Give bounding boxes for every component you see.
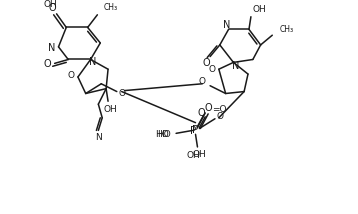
- Text: N: N: [223, 21, 230, 30]
- Text: OH: OH: [253, 5, 267, 14]
- Text: O: O: [216, 112, 223, 121]
- Text: =O: =O: [212, 105, 227, 114]
- Text: O: O: [68, 71, 74, 80]
- Text: O: O: [118, 89, 125, 98]
- Text: N: N: [89, 57, 96, 67]
- Text: OH: OH: [103, 105, 117, 114]
- Text: P: P: [190, 126, 197, 136]
- Text: P: P: [192, 125, 199, 135]
- Text: O: O: [43, 59, 50, 69]
- Text: HO: HO: [158, 130, 171, 139]
- Text: CH₃: CH₃: [280, 25, 294, 34]
- Text: OH: OH: [193, 150, 206, 159]
- Text: O: O: [49, 3, 57, 13]
- Text: O: O: [209, 65, 216, 74]
- Text: N: N: [48, 43, 55, 53]
- Text: O: O: [199, 77, 206, 86]
- Text: HO: HO: [156, 130, 169, 139]
- Text: OH: OH: [187, 151, 200, 160]
- Text: O: O: [202, 58, 210, 68]
- Text: CH₃: CH₃: [103, 3, 117, 12]
- Text: N: N: [95, 133, 102, 142]
- Text: O: O: [204, 103, 212, 113]
- Text: OH: OH: [44, 0, 58, 9]
- Text: N: N: [232, 61, 239, 71]
- Text: O: O: [198, 108, 205, 118]
